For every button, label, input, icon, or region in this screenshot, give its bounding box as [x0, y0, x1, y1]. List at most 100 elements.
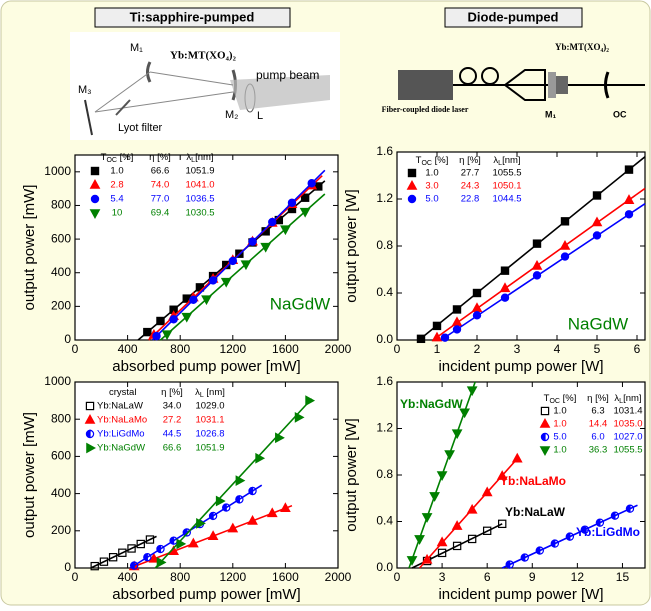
- x-tick-label: 2000: [325, 342, 352, 356]
- marker-square: [433, 322, 440, 329]
- x-tick-label: 1600: [272, 342, 299, 356]
- legend-eta: 27.7: [461, 168, 480, 179]
- legend-header: η [%]: [459, 155, 481, 166]
- legend-eta: 24.3: [461, 181, 480, 192]
- legend-eta: 44.5: [163, 429, 182, 440]
- schematic-label: M₁: [545, 109, 556, 119]
- y-tick-label: 200: [51, 299, 71, 313]
- marker-circle: [593, 232, 600, 239]
- y-tick-label: 1.6: [376, 144, 393, 158]
- legend-header-part: [%]: [560, 393, 576, 404]
- legend-header: TOC [%]: [416, 155, 449, 167]
- legend-header: λL[nm]: [493, 155, 520, 167]
- marker-circle: [229, 257, 236, 264]
- x-axis-label: incident pump power [W]: [438, 358, 603, 375]
- schematic-label: M₂: [225, 109, 238, 121]
- series-label: Yb:LiGdMo: [576, 525, 640, 539]
- header-right: Diode-pumped: [468, 9, 559, 24]
- y-tick-label: 200: [51, 523, 71, 537]
- marker-square: [473, 289, 480, 296]
- legend-header: TOC [%]: [544, 393, 577, 405]
- x-tick-label: 800: [170, 570, 190, 584]
- legend-header-part: η [%]: [161, 387, 183, 398]
- y-tick-label: 0.8: [376, 467, 393, 481]
- x-axis-label: absorbed pump power [mW]: [112, 586, 300, 603]
- legend-header-part: [nm]: [195, 152, 213, 163]
- y-tick-label: 800: [51, 198, 71, 212]
- legend-header-part: η [%]: [459, 155, 481, 166]
- annotation: NaGdW: [270, 294, 330, 313]
- schematic-label: M₁: [130, 42, 143, 54]
- y-tick-label: 0.4: [376, 514, 393, 528]
- legend-header: λL[nm]: [186, 152, 213, 164]
- x-tick-label: 1: [434, 342, 441, 356]
- x-tick-label: 2: [474, 342, 481, 356]
- y-axis-label: output power [mW]: [21, 185, 38, 311]
- x-tick-label: 800: [170, 342, 190, 356]
- legend-toc: 1.0: [553, 419, 566, 430]
- marker-circle: [288, 199, 295, 206]
- y-tick-label: 1000: [44, 374, 71, 388]
- x-axis-label: incident pump power [W]: [438, 586, 603, 603]
- marker-square: [417, 335, 424, 342]
- x-tick-label: 1200: [219, 570, 246, 584]
- legend-lambda: 1050.1: [492, 181, 521, 192]
- y-axis-label: output power [W]: [343, 418, 360, 531]
- legend-header-part: [nm]: [204, 387, 225, 398]
- x-tick-label: 6: [634, 342, 641, 356]
- legend-lambda: 1055.5: [613, 445, 642, 456]
- schematic-label: M₃: [78, 84, 92, 96]
- y-tick-label: 400: [51, 265, 71, 279]
- legend-header: λL[nm]: [614, 393, 641, 405]
- legend-toc: 2.8: [110, 180, 123, 191]
- marker-circle: [453, 326, 460, 333]
- legend-header: η [%]: [587, 393, 609, 404]
- marker-square: [453, 306, 460, 313]
- schematic-label: pump beam: [256, 68, 319, 82]
- y-tick-label: 1.2: [376, 421, 393, 435]
- marker-circle: [625, 211, 632, 218]
- legend-eta: 74.0: [151, 180, 170, 191]
- legend-lambda: 1055.5: [492, 168, 521, 179]
- y-tick-label: 0.4: [376, 285, 393, 299]
- header-left: Ti:sapphire-pumped: [130, 9, 255, 24]
- y-tick-label: 0.0: [376, 560, 393, 574]
- legend-header-part: [%]: [432, 155, 448, 166]
- legend-eta: 14.4: [589, 419, 608, 430]
- legend-header-part: [nm]: [623, 393, 641, 404]
- y-tick-label: 0.0: [376, 332, 393, 346]
- marker-circle: [209, 277, 216, 284]
- marker-circle: [533, 272, 540, 279]
- y-tick-label: 0.8: [376, 238, 393, 252]
- y-tick-label: 0: [64, 332, 71, 346]
- marker-square: [625, 166, 632, 173]
- marker-circle: [308, 180, 315, 187]
- series-label: Yb:NaLaMo: [500, 474, 566, 488]
- legend-toc: 1.0: [110, 166, 123, 177]
- legend-eta: 6.3: [591, 406, 604, 417]
- legend-lambda: 1031.1: [195, 415, 224, 426]
- legend-eta: 66.6: [151, 166, 170, 177]
- legend-header: λL [nm]: [195, 387, 225, 399]
- legend-eta: 6.0: [591, 432, 604, 443]
- legend-lambda: 1044.5: [492, 194, 521, 205]
- annotation: NaGdW: [568, 314, 628, 333]
- diode-laser: [398, 70, 453, 100]
- legend-name: Yb:NaGdW: [97, 443, 145, 454]
- legend-toc: 1.0: [553, 445, 566, 456]
- marker-circle: [249, 238, 256, 245]
- legend-lambda: 1051.9: [185, 166, 214, 177]
- legend-eta: 69.4: [151, 208, 170, 219]
- legend-header: η [%]: [149, 152, 171, 163]
- marker-circle: [441, 334, 448, 341]
- x-tick-label: 3: [439, 570, 446, 584]
- marker-circle: [473, 312, 480, 319]
- x-tick-label: 15: [616, 570, 630, 584]
- legend-toc: 5.0: [425, 194, 438, 205]
- legend-eta: 27.2: [163, 415, 182, 426]
- marker-circle: [170, 316, 177, 323]
- y-tick-label: 600: [51, 231, 71, 245]
- x-tick-label: 0: [72, 342, 79, 356]
- marker-square: [157, 317, 164, 324]
- mirror: [548, 72, 556, 98]
